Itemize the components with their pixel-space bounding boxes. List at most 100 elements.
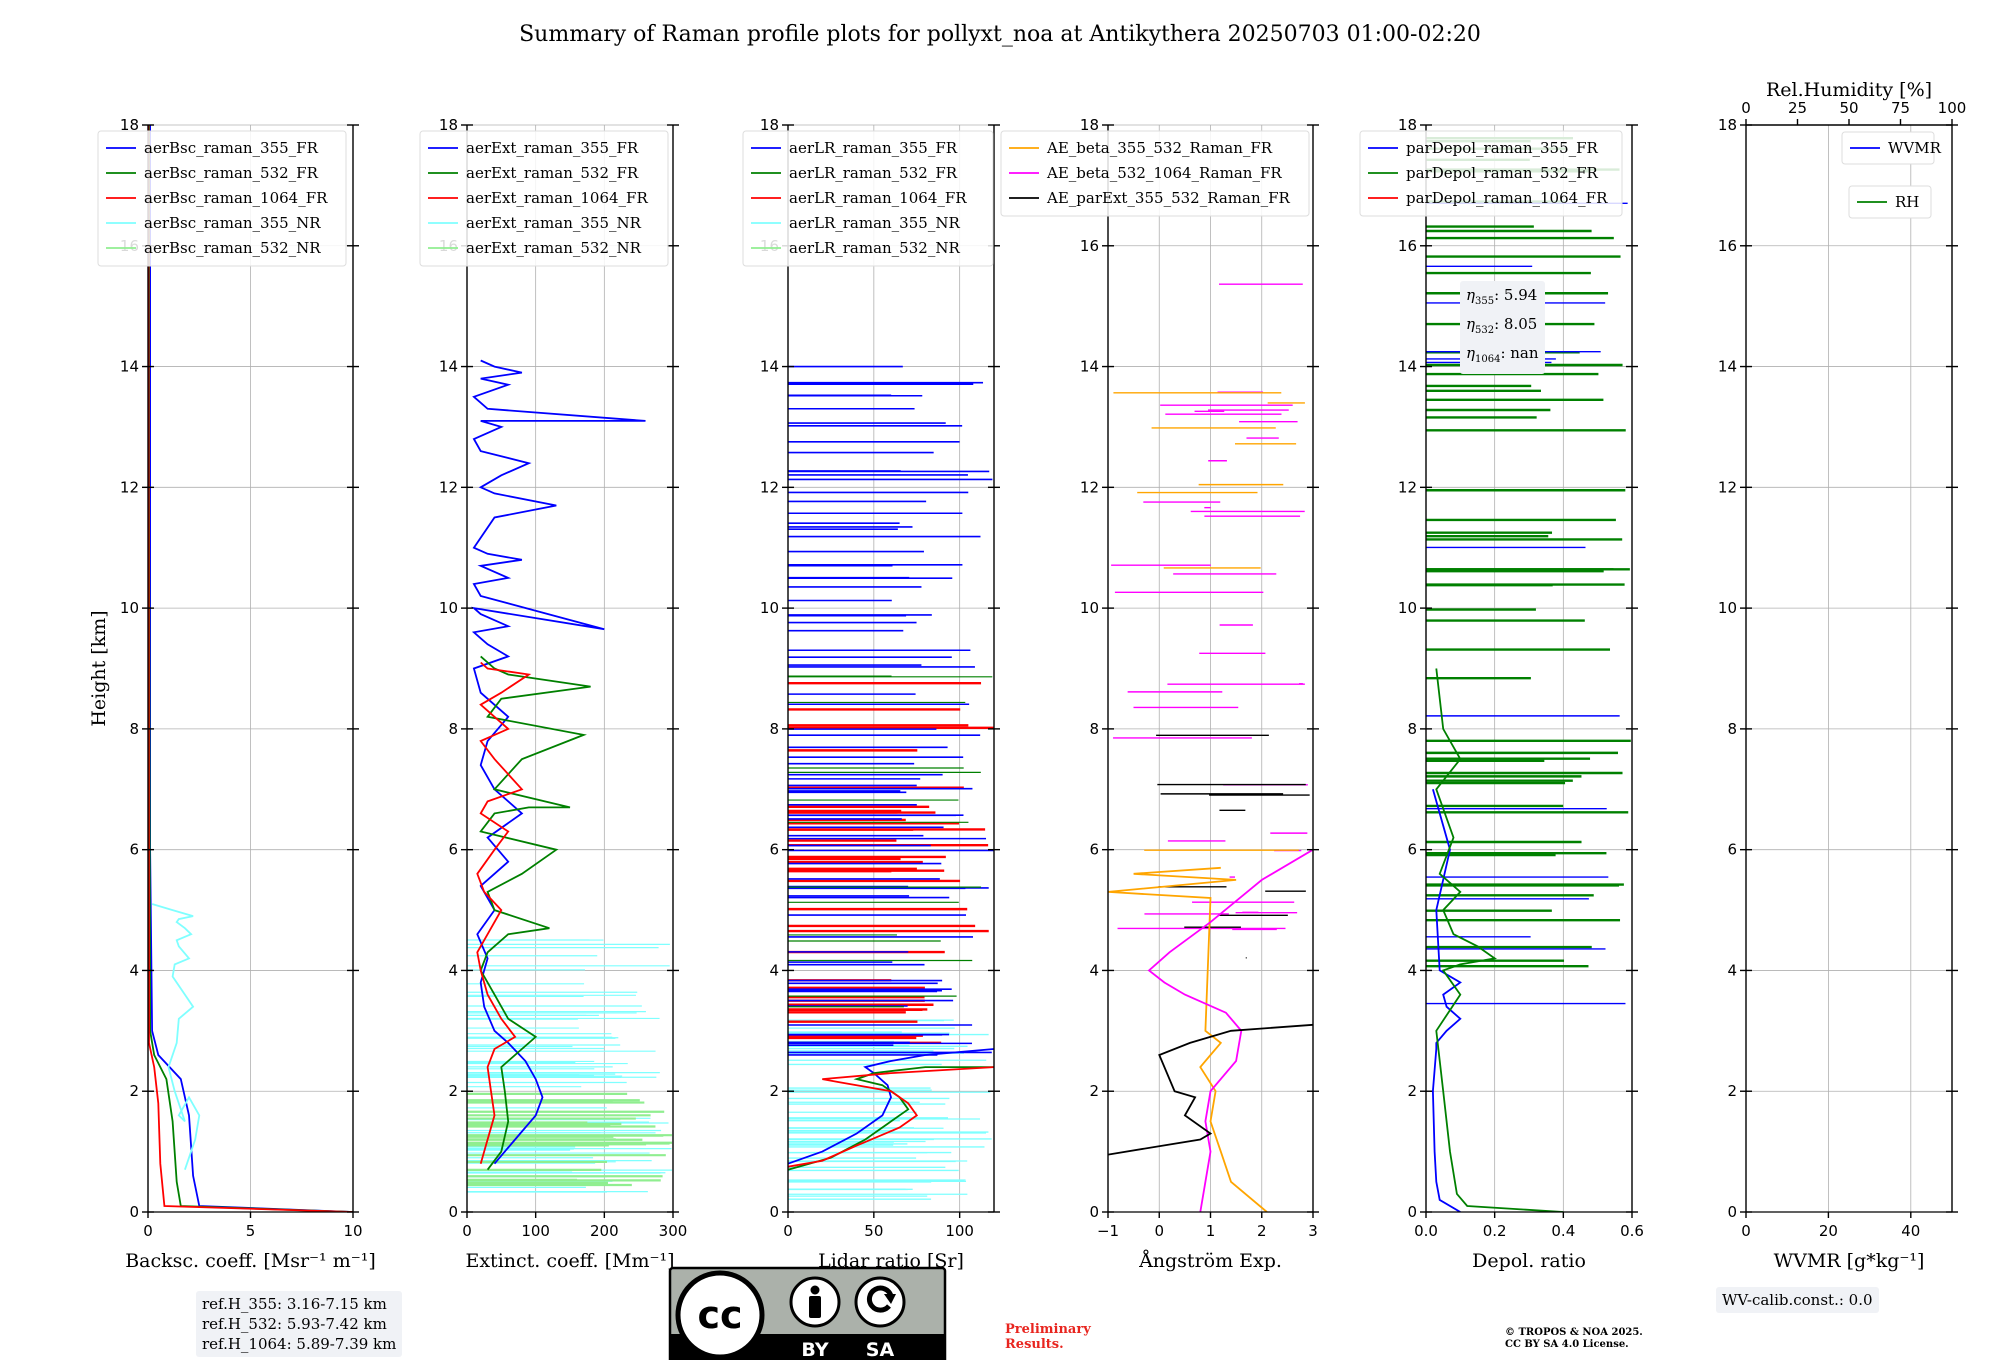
y-tick-label: 10 (1718, 599, 1737, 617)
x-tick-label: 1 (1206, 1222, 1216, 1240)
y-tick-label: 6 (448, 841, 458, 859)
legend-label: AE_parExt_355_532_Raman_FR (1046, 189, 1291, 207)
y-tick-label: 12 (1718, 478, 1737, 496)
legend-label: parDepol_raman_355_FR (1406, 139, 1599, 157)
x-tick-label: 0 (462, 1222, 472, 1240)
series-line-aerLR_raman_355_FR (788, 1048, 994, 1165)
x-tick-label: 0.4 (1551, 1222, 1575, 1240)
series-line-aerBsc_raman_1064_FR (148, 125, 353, 1212)
y-tick-label: 4 (769, 961, 779, 979)
series-line-aerBsc_raman_532_FR (148, 125, 353, 1212)
legend-label: parDepol_raman_1064_FR (1406, 189, 1608, 207)
series-line-AE_parExt_355_532_Raman_FR (1108, 1023, 1313, 1156)
y-tick-label: 18 (120, 116, 139, 134)
x-tick-label: 3 (1308, 1222, 1318, 1240)
y-tick-label: 0 (1407, 1203, 1417, 1221)
legend-label: aerBsc_raman_1064_FR (144, 189, 328, 207)
x-tick-label: 40 (1901, 1222, 1920, 1240)
panel-data (148, 125, 353, 1212)
x-tick-label: −1 (1097, 1222, 1119, 1240)
x-axis-label: Depol. ratio (1472, 1250, 1586, 1272)
legend: aerExt_raman_355_FR aerExt_raman_532_FRae… (419, 130, 669, 267)
wv-calib-const: WV-calib.const.: 0.0 (1722, 1291, 1873, 1309)
eta-1064: η1064: nan (1466, 344, 1539, 365)
by-text: BY (801, 1339, 828, 1360)
series-line-aerBsc_raman_355_FR (149, 125, 353, 1212)
legend-label: aerBsc_raman_532_FR (144, 164, 319, 182)
y-tick-label: 12 (120, 478, 139, 496)
y-tick-label: 4 (1089, 961, 1099, 979)
legend-label: aerLR_raman_355_FR (789, 139, 958, 157)
y-tick-label: 6 (129, 841, 139, 859)
legend: AE_beta_355_532_Raman_FR AE_beta_532_1064… (1000, 130, 1310, 217)
legend-label: aerLR_raman_532_FR (789, 164, 958, 182)
y-tick-label: 14 (120, 358, 139, 376)
y-tick-label: 0 (448, 1203, 458, 1221)
panel-3: 024681012141618050100Lidar ratio [Sr]aer… (742, 116, 1000, 1272)
series-line-aerExt_raman_355_FR (470, 359, 646, 1165)
legend-label: aerExt_raman_355_FR (466, 139, 639, 157)
y-tick-label: 18 (760, 116, 779, 134)
y-tick-label: 16 (1080, 237, 1099, 255)
legend-label: aerExt_raman_532_FR (466, 164, 639, 182)
panel-5: 0 2 4 6 8 10 12 14 16 18 0.0 0.2 0.4 0.6 Depol. ratio p… (1359, 116, 1644, 1272)
eta-box: η355: 5.94 η532: 8.05 η1064: nan (1460, 281, 1545, 374)
top-x-tick-label: 75 (1891, 99, 1910, 117)
ref-h-1064: ref.H_1064: 5.89-7.39 km (202, 1335, 397, 1353)
y-tick-label: 18 (1718, 116, 1737, 134)
series-line-AE_beta_355_532_Raman_FR (1108, 866, 1268, 1212)
y-tick-label: 12 (439, 478, 458, 496)
legend-label: aerBsc_raman_355_FR (144, 139, 319, 157)
sa-text: SA (866, 1339, 895, 1360)
top-x-tick-label: 100 (1938, 99, 1967, 117)
top-x-tick-label: 50 (1839, 99, 1858, 117)
x-tick-label: 0.0 (1414, 1222, 1438, 1240)
y-tick-label: 12 (1398, 478, 1417, 496)
legend: aerBsc_raman_355_FR aerBsc_raman_532_FRae… (97, 130, 347, 267)
legend-label: aerLR_raman_532_NR (789, 239, 960, 257)
series-line-aerLR_raman_1064_FR (788, 1066, 994, 1168)
x-tick-label: 0 (143, 1222, 153, 1240)
legend-label: RH (1895, 193, 1919, 211)
legend: aerLR_raman_355_FR aerLR_raman_532_FR aerL… (742, 130, 994, 267)
series-line-parDepol_raman_355_FR (1431, 789, 1462, 1212)
legend: RH (1848, 185, 1932, 219)
panel-data (467, 359, 673, 1193)
legend: parDepol_raman_355_FR parDepol_raman_532_… (1359, 130, 1623, 217)
y-tick-label: 0 (129, 1203, 139, 1221)
panel-1: 0246810121416180510Backsc. coeff. [Msr⁻¹… (88, 116, 376, 1272)
legend-label: AE_beta_532_1064_Raman_FR (1046, 164, 1282, 182)
eta-532: η532: 8.05 (1466, 315, 1538, 336)
y-tick-label: 6 (1407, 841, 1417, 859)
copyright-note: © TROPOS & NOA 2025. CC BY SA 4.0 License… (1505, 1327, 1643, 1350)
legend-label: WVMR (1888, 139, 1942, 157)
y-tick-label: 4 (448, 961, 458, 979)
y-tick-label: 2 (1727, 1082, 1737, 1100)
y-tick-label: 8 (1089, 720, 1099, 738)
y-tick-label: 8 (129, 720, 139, 738)
x-tick-label: 0 (1154, 1222, 1164, 1240)
y-tick-label: 16 (1718, 237, 1737, 255)
wv-calib-box: WV-calib.const.: 0.0 (1716, 1287, 1879, 1313)
y-tick-label: 6 (1727, 841, 1737, 859)
panel-data (788, 365, 994, 1200)
legend-label: aerExt_raman_532_NR (466, 239, 642, 257)
y-tick-label: 14 (1080, 358, 1099, 376)
y-tick-label: 12 (760, 478, 779, 496)
y-axis-label: Height [km] (88, 610, 110, 726)
series-line-aerBsc_raman_355_NR (151, 903, 201, 1170)
y-tick-label: 0 (769, 1203, 779, 1221)
cc-by-sa-logo: cc BY SA (668, 1266, 947, 1360)
y-tick-label: 16 (1398, 237, 1417, 255)
legend-label: aerBsc_raman_355_NR (144, 214, 321, 232)
y-tick-label: 14 (760, 358, 779, 376)
x-tick-label: 0.2 (1483, 1222, 1507, 1240)
y-tick-label: 8 (769, 720, 779, 738)
x-tick-label: 50 (864, 1222, 883, 1240)
series-line-aerExt_raman_1064_FR (476, 661, 532, 1164)
y-tick-label: 14 (1398, 358, 1417, 376)
y-tick-label: 4 (1727, 961, 1737, 979)
x-axis-label: Backsc. coeff. [Msr⁻¹ m⁻¹] (125, 1250, 376, 1272)
